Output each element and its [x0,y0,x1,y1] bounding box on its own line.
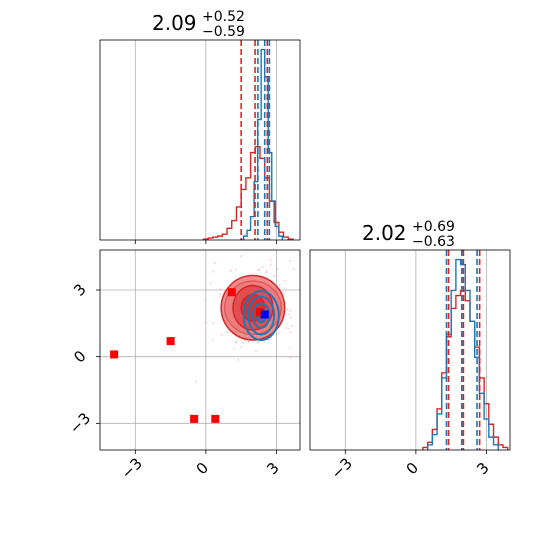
marker-square-red [190,414,199,423]
marker-square-blue [260,310,269,319]
sample-point [212,322,215,325]
sample-point [213,262,216,264]
sample-point [255,349,257,352]
sample-point [281,291,284,294]
sample-point [257,269,260,271]
marker-square-red [166,337,175,346]
x-tick-label: 0 [193,459,212,478]
sample-point [283,279,286,282]
sample-point [237,358,240,361]
sample-point [221,334,224,337]
marginal-histogram-param2: −3 0 3 2.02 +0.69 −0.63 [309,219,511,483]
sample-point [304,278,306,280]
sample-point [278,284,281,286]
sample-point [226,331,229,334]
sample-point [290,316,292,319]
sample-point [247,340,250,343]
marker-square-red [211,414,220,423]
sample-point [290,325,293,327]
sample-point [301,338,303,340]
sample-point [232,347,235,350]
title-median: 2.09 [152,11,197,35]
sample-point [287,327,289,330]
sample-point [229,269,232,272]
panel-title-param2: 2.02 +0.69 −0.63 [362,219,455,250]
sample-point [194,380,197,383]
joint-scatter-panel: −3 0 3 3 0 −3 [66,245,336,483]
sample-point [289,331,292,333]
sample-point [235,341,238,344]
sample-point [265,270,268,273]
y-tick-label: −3 [66,409,94,437]
title-lower-error: −0.63 [412,234,455,250]
sample-point [209,282,212,285]
marker-square-red [256,308,264,317]
sample-point [289,347,291,350]
sample-point [219,293,222,296]
sample-point [270,263,272,266]
histogram-series-blue [240,48,284,240]
sample-point [290,356,293,359]
y-tick-label: 0 [70,347,89,366]
x-tick-label: −3 [328,454,356,482]
panel-title-param1: 2.09 +0.52 −0.59 [152,9,245,40]
sample-point [292,267,295,270]
x-tick-label: 3 [473,459,492,478]
y-tick-label: 3 [70,280,89,299]
sample-point [257,341,260,344]
title-upper-error: +0.69 [412,219,455,235]
title-lower-error: −0.59 [202,24,245,40]
sample-point [204,298,207,301]
panel-frame [99,39,301,241]
title-upper-error: +0.52 [202,9,245,25]
panel-frame [309,249,511,451]
histogram-series-red [202,146,294,240]
sample-point [288,356,291,359]
sample-point [203,321,206,324]
marker-square-red [110,350,119,359]
panel-frame [99,249,301,451]
density-contour-blue [247,295,276,336]
x-tick-label: −3 [118,454,146,482]
marker-square-red [227,288,236,297]
sample-point [276,268,279,270]
sample-point [256,341,259,344]
x-tick-label: 3 [263,459,282,478]
sample-point [286,308,289,311]
sample-point [208,245,210,247]
sample-point [242,342,245,345]
sample-point [212,338,214,341]
title-median: 2.02 [362,221,407,245]
sample-point [240,255,243,257]
x-tick-label: 0 [403,459,422,478]
density-contour-blue [242,290,280,341]
sample-point [278,332,280,335]
sample-point [269,259,272,262]
sample-point [273,274,275,277]
sample-point [219,288,222,291]
sample-point [288,313,291,316]
sample-point [234,268,237,271]
sample-point [261,266,264,268]
density-contour-blue [251,302,271,329]
sample-point [212,270,214,273]
sample-point [334,299,336,301]
sample-point [289,310,292,312]
sample-point [240,346,243,349]
sample-point [275,274,278,277]
histogram-series-red [422,289,509,450]
sample-point [289,260,291,262]
marginal-histogram-param1: 2.09 +0.52 −0.59 [99,9,301,244]
sample-point [244,339,246,342]
